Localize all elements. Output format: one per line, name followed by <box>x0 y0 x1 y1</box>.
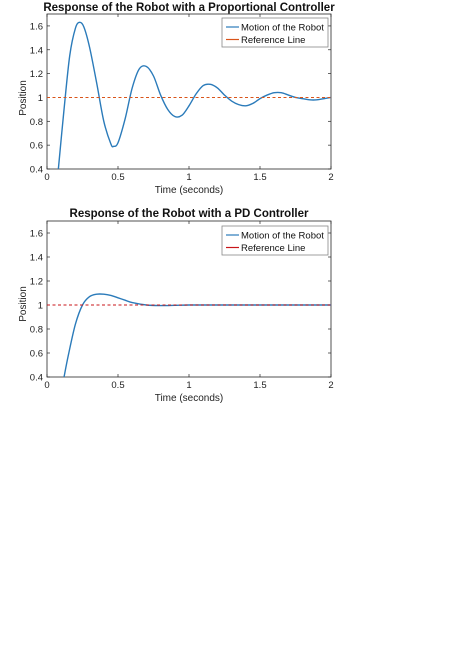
y-tick-label: 1.4 <box>30 253 43 264</box>
y-tick-label: 0.4 <box>30 373 43 384</box>
legend-label-motion: Motion of the Robot <box>241 231 324 242</box>
legend: Motion of the Robot Reference Line <box>221 225 329 256</box>
y-axis-label: Position <box>18 286 29 322</box>
x-tick-label: 0 <box>44 172 49 183</box>
y-tick-label: 1.2 <box>30 69 43 80</box>
x-tick-label: 1.5 <box>253 380 266 391</box>
pd-controller-chart: Response of the Robot with a PD Controll… <box>18 208 334 404</box>
x-tick-label: 0 <box>44 380 49 391</box>
y-tick-label: 0.6 <box>30 141 43 152</box>
legend-label-motion: Motion of the Robot <box>241 23 324 34</box>
y-axis-label: Position <box>18 80 29 116</box>
x-tick-label: 1 <box>186 172 191 183</box>
x-tick-label: 0.5 <box>111 380 124 391</box>
x-tick-label: 1 <box>186 380 191 391</box>
robot-motion-line <box>63 293 331 377</box>
y-tick-label: 0.6 <box>30 349 43 360</box>
x-tick-label: 0.5 <box>111 172 124 183</box>
y-tick-label: 1.4 <box>30 45 43 56</box>
x-tick-label: 2 <box>328 172 333 183</box>
proportional-controller-chart: Response of the Robot with a Proportiona… <box>18 2 335 196</box>
x-axis-label: Time (seconds) <box>155 393 224 404</box>
plot-area: 0 0.5 1 1.5 2 0.4 0.6 0.8 1 1.2 1.4 1.6 <box>30 13 334 183</box>
legend-box <box>221 225 329 256</box>
y-tick-label: 0.8 <box>30 325 43 336</box>
y-tick-label: 1 <box>38 301 43 312</box>
legend-label-reference: Reference Line <box>241 243 305 254</box>
chart-title: Response of the Robot with a PD Controll… <box>70 208 309 220</box>
y-tick-label: 1 <box>38 93 43 104</box>
y-tick-label: 0.8 <box>30 117 43 128</box>
legend-label-reference: Reference Line <box>241 35 305 46</box>
y-tick-label: 1.6 <box>30 229 43 240</box>
x-tick-label: 2 <box>328 380 333 391</box>
x-tick-label: 1.5 <box>253 172 266 183</box>
y-tick-label: 0.4 <box>30 165 43 176</box>
robot-motion-line <box>57 21 331 169</box>
x-axis-label: Time (seconds) <box>155 185 224 196</box>
y-tick-label: 1.6 <box>30 21 43 32</box>
y-tick-label: 1.2 <box>30 277 43 288</box>
chart-title: Response of the Robot with a Proportiona… <box>43 2 335 14</box>
legend-box <box>221 17 329 48</box>
legend: Motion of the Robot Reference Line <box>221 17 329 48</box>
plot-area: 0 0.5 1 1.5 2 0.4 0.6 0.8 1 1.2 1.4 1.6 <box>30 220 334 391</box>
